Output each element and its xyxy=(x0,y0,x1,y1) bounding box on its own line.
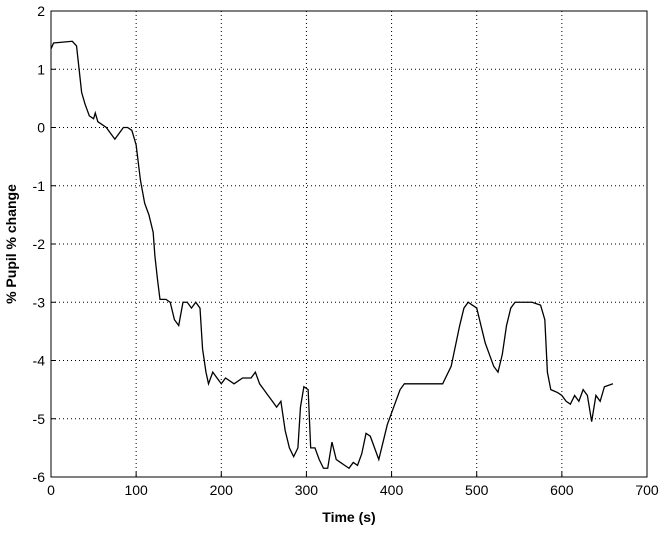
x-tick-label: 200 xyxy=(210,482,234,498)
x-tick-label: 400 xyxy=(380,482,404,498)
x-tick-label: 500 xyxy=(465,482,489,498)
y-axis-label: % Pupil % change xyxy=(3,184,19,304)
x-tick-label: 300 xyxy=(295,482,319,498)
y-tick-label: -5 xyxy=(33,411,46,427)
data-line xyxy=(50,40,614,470)
x-tick-label: 600 xyxy=(550,482,574,498)
plot-frame xyxy=(50,10,648,478)
y-tick-label: -2 xyxy=(33,236,46,252)
y-tick-label: -1 xyxy=(33,178,46,194)
x-axis-label: Time (s) xyxy=(322,509,375,525)
y-tick-label: 0 xyxy=(37,120,45,136)
y-tick-label: 2 xyxy=(37,3,45,19)
y-tick-label: -6 xyxy=(33,469,46,485)
y-tick-label: -4 xyxy=(33,353,46,369)
x-tick-label: 0 xyxy=(47,482,55,498)
x-tick-label: 700 xyxy=(635,482,659,498)
x-tick-label: 100 xyxy=(124,482,148,498)
y-tick-label: 1 xyxy=(37,61,45,77)
y-tick-label: -3 xyxy=(33,294,46,310)
